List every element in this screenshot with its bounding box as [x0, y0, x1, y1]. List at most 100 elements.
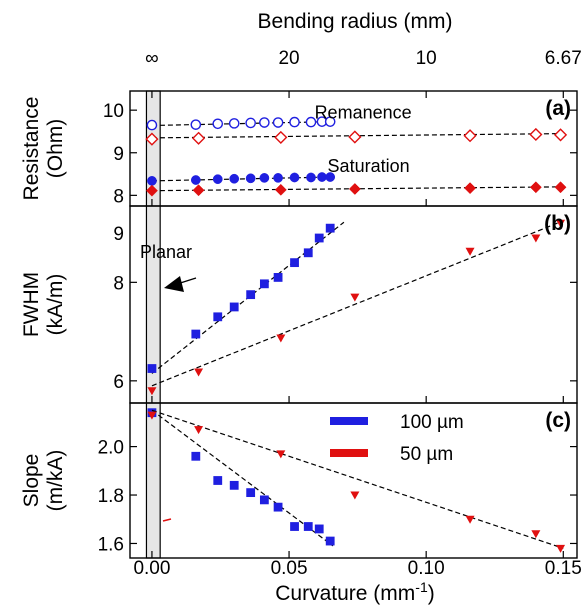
data-point — [465, 247, 475, 256]
data-point — [212, 174, 223, 185]
y-axis-title-line2: (Ohm) — [44, 119, 67, 179]
legend-label: 100 µm — [400, 412, 464, 433]
panel-frame-3 — [129, 402, 578, 559]
top-tick-label: 10 — [416, 48, 437, 69]
data-point — [324, 116, 336, 127]
data-point — [290, 522, 299, 531]
panel-label: (a) — [545, 97, 571, 120]
data-point — [273, 502, 283, 512]
data-point — [190, 175, 201, 185]
data-point — [531, 530, 541, 539]
x-axis-title-main: Curvature (mm — [275, 582, 415, 605]
x-axis-title-end: ) — [428, 582, 435, 605]
x-tick-label: 0.15 — [545, 558, 582, 579]
data-point — [529, 127, 543, 142]
data-point — [259, 495, 269, 505]
data-point — [246, 488, 256, 498]
top-tick-label: 20 — [278, 48, 299, 69]
data-point — [325, 223, 335, 233]
x-tick-label: 0.10 — [408, 558, 445, 579]
x-axis-title: Curvature (mm-1) — [275, 579, 434, 605]
series-3-1 — [147, 408, 335, 547]
data-point — [190, 119, 202, 130]
data-point — [194, 426, 204, 435]
fit-line — [151, 409, 334, 547]
y-tick-label: 8 — [113, 186, 124, 207]
data-point — [289, 172, 300, 183]
data-point — [325, 172, 336, 182]
legend-swatch — [330, 449, 368, 457]
series-1-2 — [145, 127, 568, 146]
annotation: Remanence — [315, 103, 412, 123]
series-2-2 — [147, 219, 566, 396]
y-axis-title: Resistance (Ohm) — [20, 97, 67, 201]
series-1-1 — [146, 116, 336, 131]
data-point — [191, 131, 206, 145]
data-point — [147, 364, 157, 373]
data-point — [194, 368, 204, 377]
data-point — [554, 181, 567, 194]
data-point — [463, 129, 477, 143]
data-point — [317, 172, 327, 182]
data-point — [146, 119, 158, 131]
data-point — [245, 117, 256, 129]
planar-label: Planar — [140, 242, 192, 262]
data-point — [191, 451, 201, 461]
y-tick-label: 8 — [113, 273, 124, 294]
top-tick-label: 6.67 — [545, 48, 582, 69]
data-point — [145, 184, 158, 197]
annotation: Saturation — [328, 156, 410, 176]
data-point — [259, 173, 270, 183]
data-point — [229, 302, 239, 312]
data-point — [145, 132, 159, 146]
data-point — [350, 491, 360, 500]
series-1-4 — [145, 181, 567, 197]
data-point — [306, 172, 316, 183]
panel-3: 1.6 1.8 2.0 Slope (m/kA) (c) 100 µm 50 µm — [20, 408, 577, 558]
data-point — [147, 176, 157, 186]
legend-swatch — [330, 417, 368, 425]
fit-line — [151, 176, 331, 182]
panel-label: (c) — [545, 409, 571, 432]
data-point — [556, 219, 566, 228]
plot-area: 8 9 10 Resistance (Ohm) Remanence Saturation (a… — [20, 48, 582, 579]
data-point — [259, 279, 269, 289]
data-point — [350, 293, 360, 302]
x-tick-label: 0.00 — [133, 558, 170, 579]
planar-arrow-head — [164, 276, 184, 292]
data-point — [191, 329, 201, 339]
data-point — [276, 450, 286, 459]
data-point — [212, 118, 224, 130]
data-point — [273, 173, 283, 183]
y-tick-label: 9 — [113, 144, 124, 165]
y-axis-title-line1: Resistance — [20, 97, 43, 201]
data-point — [529, 181, 542, 194]
data-point — [213, 476, 223, 485]
x-tick-label: 0.05 — [271, 558, 308, 579]
data-point — [245, 173, 256, 184]
y-axis-title-line2: (m/kA) — [44, 450, 67, 512]
y-tick-label: 2.0 — [98, 438, 124, 459]
panel-1: 8 9 10 Resistance (Ohm) Remanence Saturation (a… — [20, 91, 577, 207]
fit-line — [151, 220, 564, 387]
data-point — [228, 118, 240, 129]
data-point — [290, 258, 299, 268]
stray-mark — [162, 518, 172, 522]
data-point — [531, 234, 541, 243]
data-point — [147, 387, 157, 396]
y-tick-label: 1.6 — [98, 534, 124, 555]
y-tick-label: 9 — [113, 224, 124, 245]
data-point — [276, 334, 286, 343]
data-point — [147, 411, 157, 420]
legend-label: 50 µm — [400, 444, 453, 465]
legend: 100 µm 50 µm — [330, 412, 464, 465]
data-point — [192, 184, 205, 197]
data-point — [314, 524, 324, 534]
data-point — [229, 480, 239, 490]
y-axis-title-line1: FWHM — [20, 272, 43, 337]
fit-line — [151, 132, 564, 139]
y-axis-title-line2: (kA/m) — [44, 274, 67, 336]
data-point — [553, 128, 568, 142]
data-point — [464, 182, 477, 195]
